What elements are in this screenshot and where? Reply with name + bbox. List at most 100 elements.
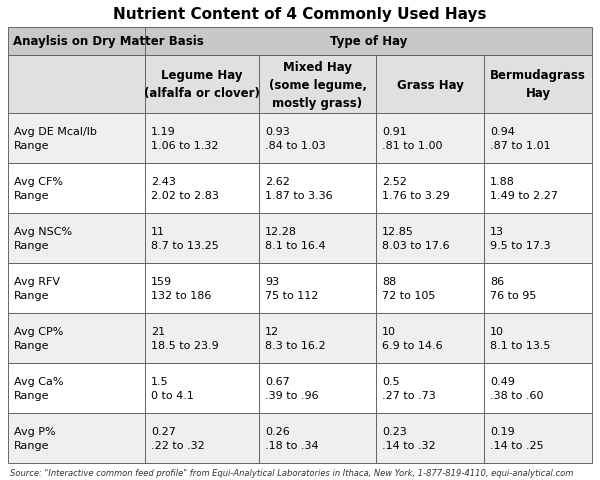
Text: Type of Hay: Type of Hay bbox=[330, 36, 407, 48]
Bar bbox=[259, 114, 376, 164]
Bar bbox=[145, 214, 259, 264]
Bar bbox=[376, 313, 484, 363]
Bar bbox=[145, 413, 259, 463]
Bar bbox=[8, 114, 145, 164]
Text: Avg Ca%
Range: Avg Ca% Range bbox=[14, 376, 64, 400]
Bar bbox=[376, 164, 484, 214]
Text: Avg NSC%
Range: Avg NSC% Range bbox=[14, 227, 72, 251]
Bar bbox=[8, 28, 145, 56]
Text: 159
132 to 186: 159 132 to 186 bbox=[151, 276, 212, 300]
Text: 10
8.1 to 13.5: 10 8.1 to 13.5 bbox=[490, 326, 550, 350]
Text: 88
72 to 105: 88 72 to 105 bbox=[382, 276, 435, 300]
Bar bbox=[259, 56, 376, 114]
Text: 2.62
1.87 to 3.36: 2.62 1.87 to 3.36 bbox=[265, 177, 333, 201]
Text: 0.5
.27 to .73: 0.5 .27 to .73 bbox=[382, 376, 436, 400]
Bar bbox=[484, 114, 592, 164]
Text: 0.26
.18 to .34: 0.26 .18 to .34 bbox=[265, 426, 319, 450]
Bar bbox=[484, 56, 592, 114]
Text: 2.52
1.76 to 3.29: 2.52 1.76 to 3.29 bbox=[382, 177, 449, 201]
Bar bbox=[8, 264, 145, 313]
Bar bbox=[376, 114, 484, 164]
Bar bbox=[145, 313, 259, 363]
Bar bbox=[145, 114, 259, 164]
Bar bbox=[145, 264, 259, 313]
Text: 0.49
.38 to .60: 0.49 .38 to .60 bbox=[490, 376, 544, 400]
Text: 12
8.3 to 16.2: 12 8.3 to 16.2 bbox=[265, 326, 326, 350]
Bar bbox=[376, 114, 484, 164]
Bar bbox=[145, 56, 259, 114]
Text: Mixed Hay
(some legume,
mostly grass): Mixed Hay (some legume, mostly grass) bbox=[269, 60, 367, 109]
Bar bbox=[484, 214, 592, 264]
Text: 0.27
.22 to .32: 0.27 .22 to .32 bbox=[151, 426, 205, 450]
Bar bbox=[145, 264, 259, 313]
Text: Avg P%
Range: Avg P% Range bbox=[14, 426, 56, 450]
Bar bbox=[376, 56, 484, 114]
Bar bbox=[259, 264, 376, 313]
Text: 0.91
.81 to 1.00: 0.91 .81 to 1.00 bbox=[382, 127, 442, 151]
Bar bbox=[8, 413, 145, 463]
Text: 0.67
.39 to .96: 0.67 .39 to .96 bbox=[265, 376, 319, 400]
Bar bbox=[484, 413, 592, 463]
Bar bbox=[259, 214, 376, 264]
Bar bbox=[484, 214, 592, 264]
Bar bbox=[376, 56, 484, 114]
Bar bbox=[484, 313, 592, 363]
Bar bbox=[376, 313, 484, 363]
Bar bbox=[145, 28, 592, 56]
Bar bbox=[8, 164, 145, 214]
Bar bbox=[145, 413, 259, 463]
Text: Avg CP%
Range: Avg CP% Range bbox=[14, 326, 64, 350]
Text: Legume Hay
(alfalfa or clover): Legume Hay (alfalfa or clover) bbox=[144, 69, 260, 100]
Bar bbox=[145, 363, 259, 413]
Bar bbox=[376, 214, 484, 264]
Bar bbox=[376, 214, 484, 264]
Bar bbox=[145, 313, 259, 363]
Text: 0.93
.84 to 1.03: 0.93 .84 to 1.03 bbox=[265, 127, 326, 151]
Bar bbox=[8, 313, 145, 363]
Bar bbox=[376, 413, 484, 463]
Bar bbox=[8, 264, 145, 313]
Bar bbox=[145, 28, 592, 56]
Bar bbox=[259, 164, 376, 214]
Bar bbox=[484, 413, 592, 463]
Bar bbox=[484, 264, 592, 313]
Bar bbox=[8, 164, 145, 214]
Bar bbox=[259, 313, 376, 363]
Bar bbox=[145, 114, 259, 164]
Bar bbox=[8, 313, 145, 363]
Bar bbox=[376, 164, 484, 214]
Bar bbox=[145, 56, 259, 114]
Bar bbox=[145, 164, 259, 214]
Bar bbox=[484, 56, 592, 114]
Bar bbox=[376, 363, 484, 413]
Bar bbox=[376, 264, 484, 313]
Text: 12.85
8.03 to 17.6: 12.85 8.03 to 17.6 bbox=[382, 227, 449, 251]
Text: Avg RFV
Range: Avg RFV Range bbox=[14, 276, 60, 300]
Bar bbox=[376, 264, 484, 313]
Text: 86
76 to 95: 86 76 to 95 bbox=[490, 276, 536, 300]
Bar bbox=[8, 114, 145, 164]
Bar bbox=[145, 164, 259, 214]
Text: 11
8.7 to 13.25: 11 8.7 to 13.25 bbox=[151, 227, 219, 251]
Text: 93
75 to 112: 93 75 to 112 bbox=[265, 276, 319, 300]
Bar bbox=[259, 363, 376, 413]
Bar bbox=[376, 363, 484, 413]
Bar bbox=[484, 164, 592, 214]
Bar bbox=[8, 28, 145, 56]
Bar bbox=[259, 363, 376, 413]
Text: 1.19
1.06 to 1.32: 1.19 1.06 to 1.32 bbox=[151, 127, 219, 151]
Bar bbox=[8, 214, 145, 264]
Bar bbox=[8, 363, 145, 413]
Bar bbox=[484, 313, 592, 363]
Text: 0.94
.87 to 1.01: 0.94 .87 to 1.01 bbox=[490, 127, 551, 151]
Text: Avg DE Mcal/lb
Range: Avg DE Mcal/lb Range bbox=[14, 127, 97, 151]
Bar bbox=[259, 114, 376, 164]
Text: Avg CF%
Range: Avg CF% Range bbox=[14, 177, 63, 201]
Bar bbox=[145, 363, 259, 413]
Text: Source: "Interactive common feed profile" from Equi-Analytical Laboratories in I: Source: "Interactive common feed profile… bbox=[10, 468, 574, 477]
Text: 2.43
2.02 to 2.83: 2.43 2.02 to 2.83 bbox=[151, 177, 219, 201]
Text: 10
6.9 to 14.6: 10 6.9 to 14.6 bbox=[382, 326, 443, 350]
Bar bbox=[145, 214, 259, 264]
Bar bbox=[484, 114, 592, 164]
Bar bbox=[484, 363, 592, 413]
